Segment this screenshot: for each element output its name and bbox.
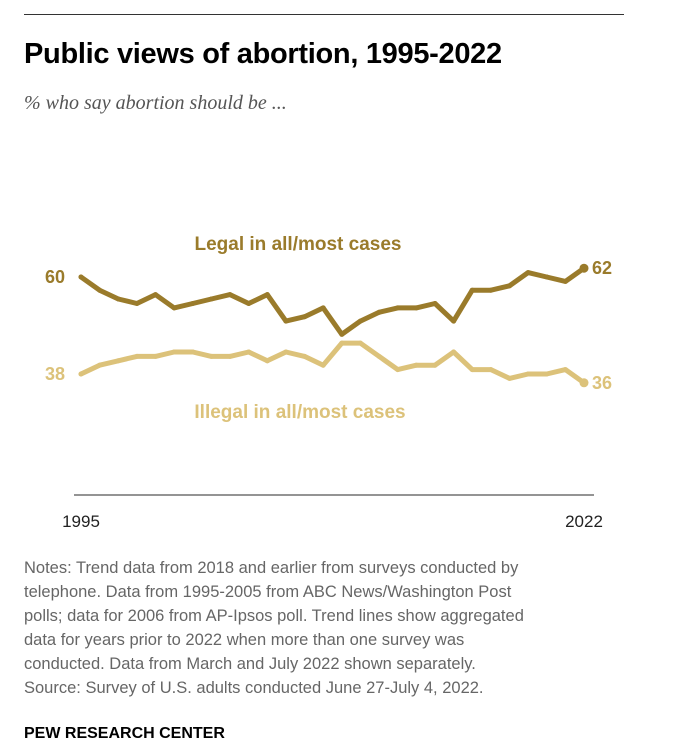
top-rule bbox=[24, 14, 624, 15]
data-point-legal bbox=[171, 305, 177, 311]
start-value-label-legal: 60 bbox=[45, 267, 65, 287]
data-point-legal bbox=[134, 301, 140, 306]
notes-line: data for years prior to 2022 when more t… bbox=[24, 631, 465, 649]
data-point-legal bbox=[339, 331, 345, 337]
data-point-legal bbox=[488, 287, 494, 293]
data-point-legal bbox=[525, 270, 531, 276]
data-point-illegal bbox=[376, 353, 382, 359]
data-point-legal bbox=[413, 305, 419, 311]
data-point-legal bbox=[227, 292, 233, 298]
data-point-illegal bbox=[562, 367, 568, 373]
notes-line: Notes: Trend data from 2018 and earlier … bbox=[24, 559, 519, 577]
data-point-illegal bbox=[264, 358, 270, 364]
data-point-legal bbox=[78, 274, 84, 280]
end-value-label-legal: 62 bbox=[592, 258, 612, 278]
data-point-illegal bbox=[97, 362, 103, 368]
data-point-legal bbox=[395, 305, 401, 311]
series-label-illegal: Illegal in all/most cases bbox=[194, 402, 405, 423]
data-point-illegal bbox=[134, 353, 140, 359]
data-point-legal bbox=[115, 296, 121, 302]
data-point-illegal bbox=[469, 367, 475, 373]
series-layer: Legal in all/most cases 60 62 Illegal in al… bbox=[45, 234, 612, 423]
data-point-legal bbox=[579, 263, 589, 273]
data-point-illegal bbox=[413, 362, 419, 368]
x-tick-label: 2022 bbox=[565, 512, 603, 531]
data-point-illegal bbox=[525, 371, 531, 377]
chart-notes: Notes: Trend data from 2018 and earlier … bbox=[24, 556, 634, 700]
data-point-illegal bbox=[227, 353, 233, 359]
data-point-legal bbox=[153, 292, 158, 298]
data-point-illegal bbox=[451, 349, 457, 355]
data-point-illegal bbox=[115, 358, 121, 364]
data-point-legal bbox=[97, 287, 103, 293]
series-line-illegal bbox=[78, 340, 587, 386]
source-organization: PEW RESEARCH CENTER bbox=[24, 725, 225, 742]
data-point-illegal bbox=[246, 349, 252, 355]
data-point-illegal bbox=[579, 378, 589, 388]
x-tick-layer: 1995 2022 bbox=[62, 512, 603, 531]
end-value-label-illegal: 36 bbox=[592, 373, 612, 393]
chart-subtitle: % who say abortion should be ... bbox=[24, 92, 287, 114]
chart-title: Public views of abortion, 1995-2022 bbox=[24, 38, 502, 70]
data-point-legal bbox=[246, 301, 252, 306]
data-point-illegal bbox=[339, 340, 345, 346]
data-point-legal bbox=[544, 274, 550, 280]
data-point-illegal bbox=[357, 340, 363, 346]
data-point-illegal bbox=[153, 353, 158, 359]
data-point-legal bbox=[320, 305, 326, 311]
data-point-illegal bbox=[208, 353, 214, 359]
data-point-illegal bbox=[283, 349, 289, 355]
line-chart: Legal in all/most cases 60 62 Illegal in al… bbox=[45, 234, 612, 531]
data-point-legal bbox=[208, 296, 214, 302]
series-label-legal: Legal in all/most cases bbox=[195, 234, 402, 255]
data-point-illegal bbox=[78, 371, 84, 377]
source-line: Source: Survey of U.S. adults conducted … bbox=[24, 679, 484, 697]
data-point-legal bbox=[432, 301, 438, 306]
start-value-label-illegal: 38 bbox=[45, 364, 65, 384]
data-point-legal bbox=[283, 318, 289, 324]
data-point-legal bbox=[264, 292, 270, 298]
x-tick-label: 1995 bbox=[62, 512, 100, 531]
data-point-illegal bbox=[190, 349, 196, 355]
data-point-illegal bbox=[302, 353, 308, 359]
data-point-illegal bbox=[507, 375, 512, 381]
data-point-illegal bbox=[171, 349, 177, 355]
data-point-illegal bbox=[488, 367, 494, 373]
data-point-legal bbox=[190, 301, 196, 306]
data-point-legal bbox=[469, 287, 475, 293]
data-point-legal bbox=[451, 318, 457, 324]
data-point-illegal bbox=[320, 362, 326, 368]
data-point-illegal bbox=[432, 362, 438, 368]
data-point-illegal bbox=[395, 367, 401, 373]
notes-line: conducted. Data from March and July 2022… bbox=[24, 655, 476, 673]
notes-line: telephone. Data from 1995-2005 from ABC … bbox=[24, 583, 512, 601]
data-point-legal bbox=[507, 283, 512, 289]
data-point-legal bbox=[302, 314, 308, 320]
data-point-legal bbox=[376, 309, 382, 315]
notes-line: polls; data for 2006 from AP-Ipsos poll.… bbox=[24, 607, 524, 625]
data-point-illegal bbox=[544, 371, 550, 377]
data-point-legal bbox=[562, 278, 568, 284]
series-line-legal bbox=[78, 265, 587, 337]
data-point-legal bbox=[357, 318, 363, 324]
